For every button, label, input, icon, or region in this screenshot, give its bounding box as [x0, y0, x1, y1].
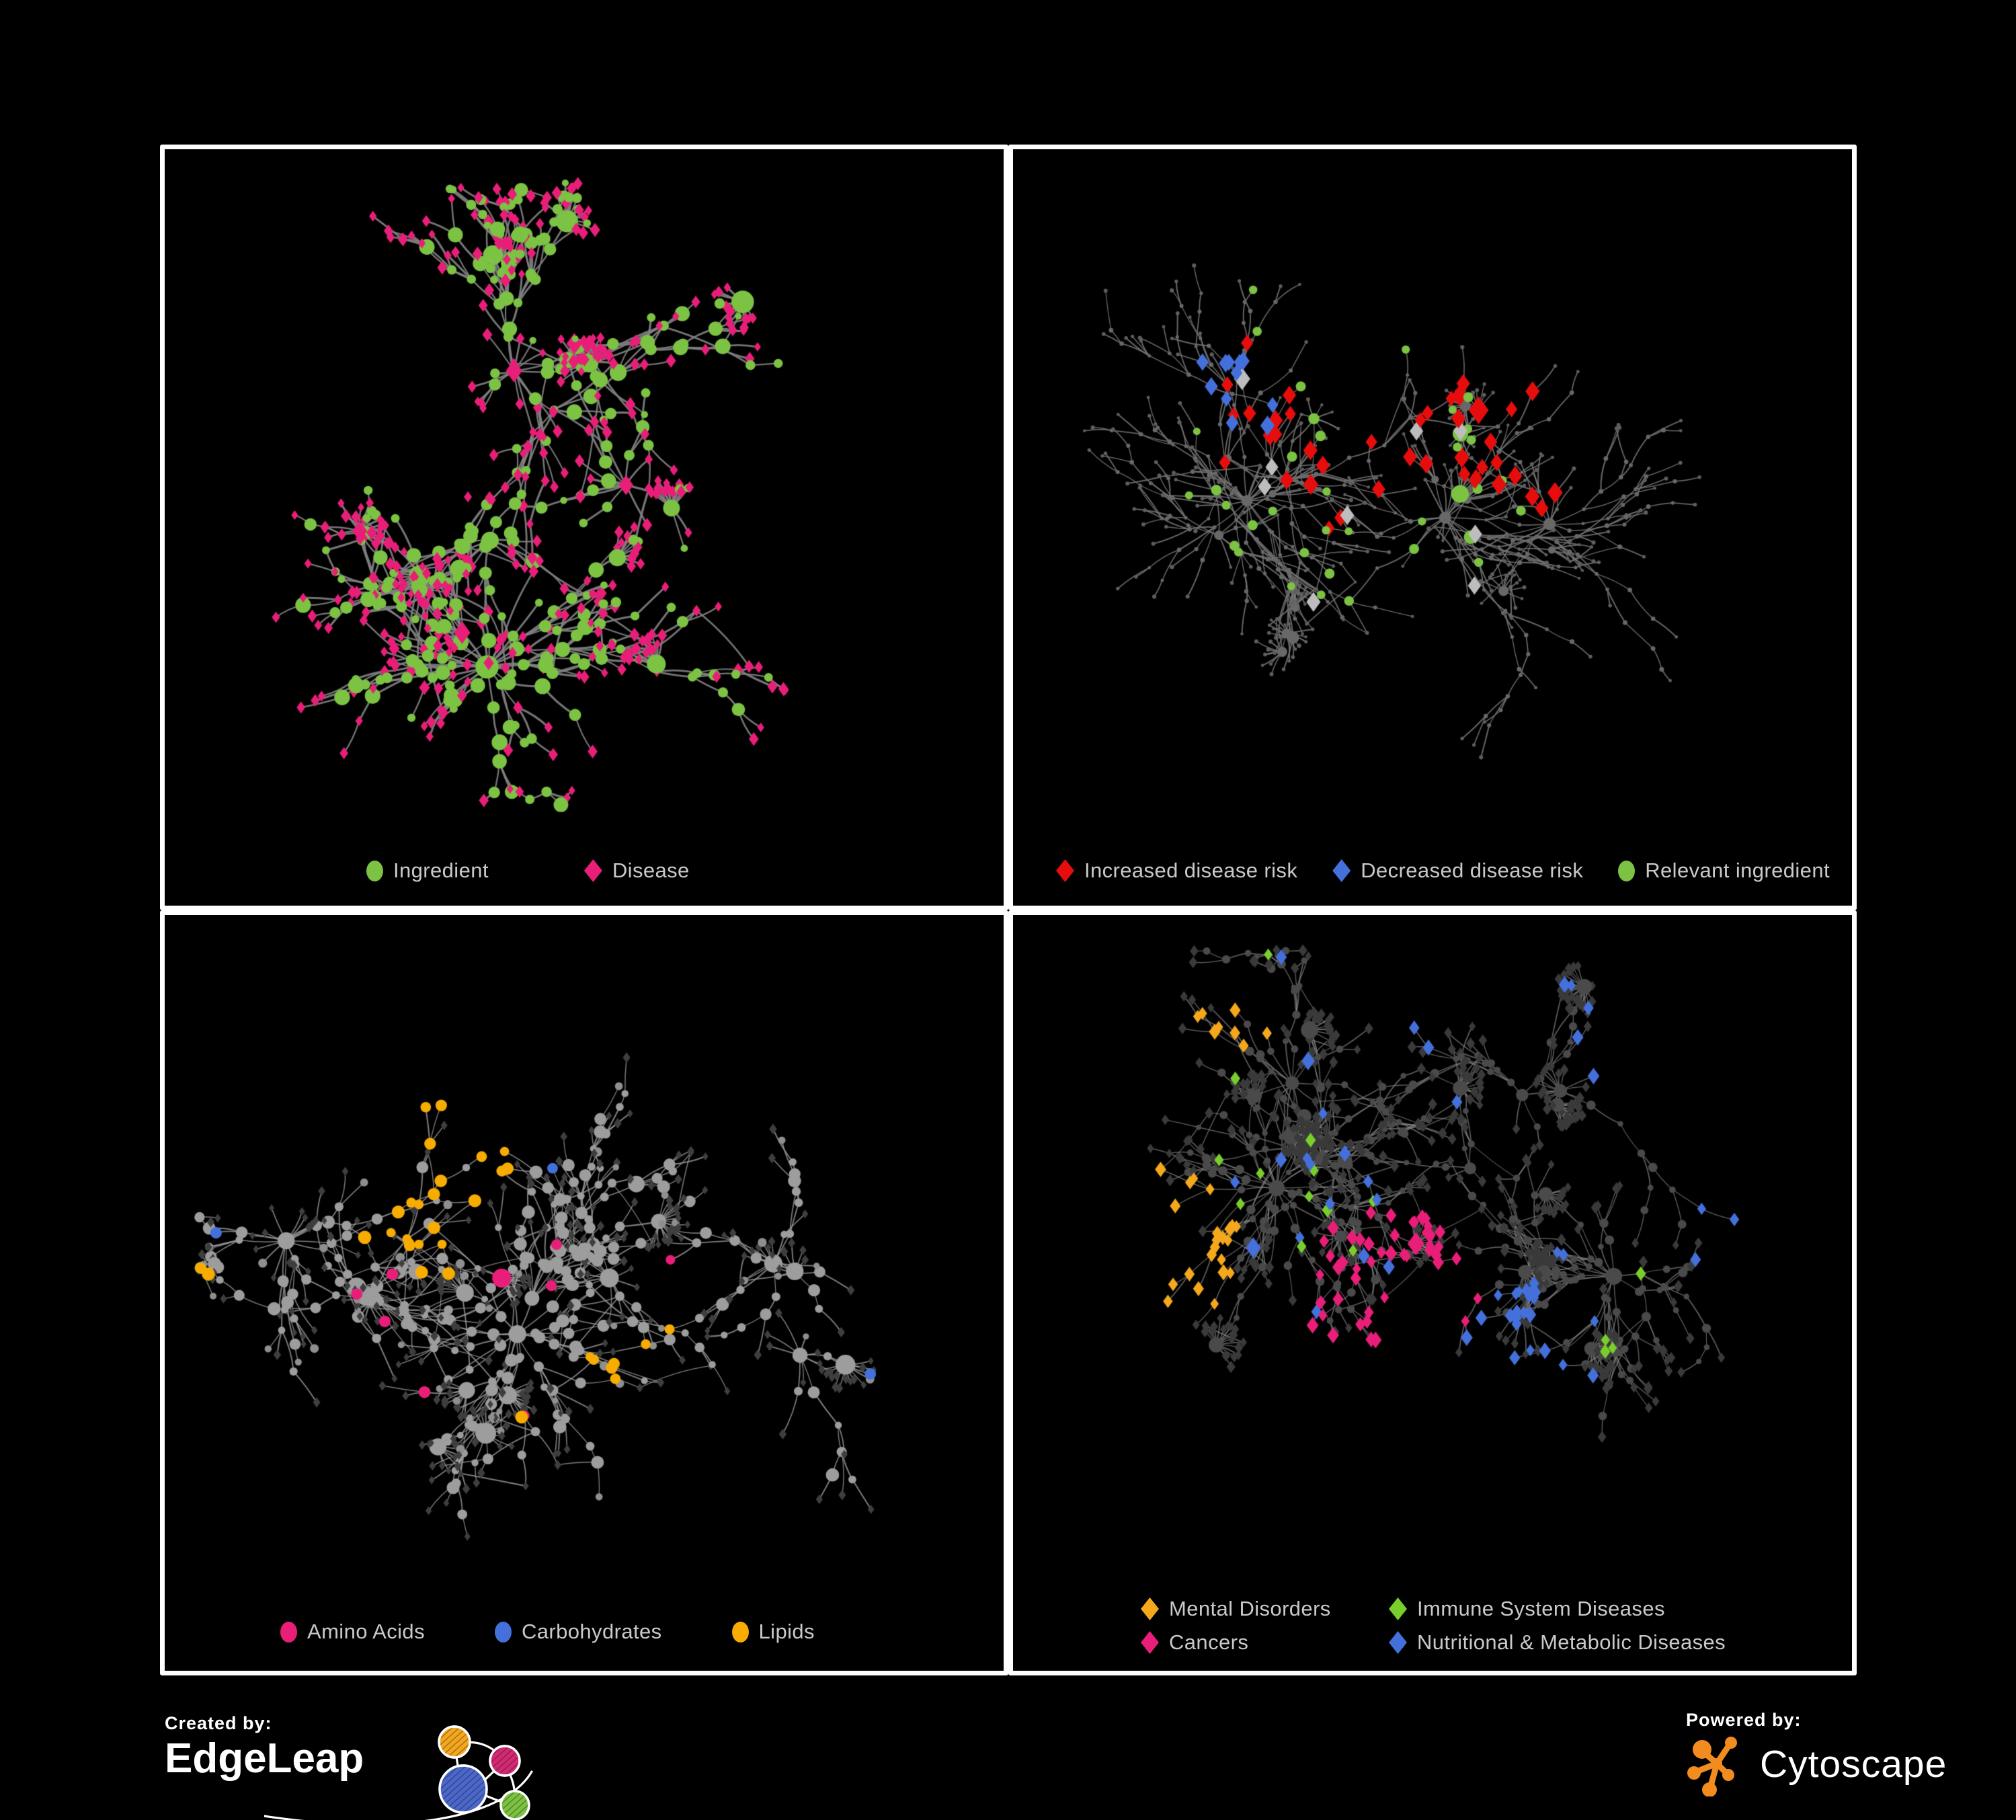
- legend-disease-risk: Increased disease risk Decreased disease…: [1056, 859, 1830, 883]
- edgeleap-branding: Created by: EdgeLeap: [165, 1713, 533, 1820]
- legend-item-mental-disorders: Mental Disorders: [1141, 1597, 1389, 1621]
- legend-item-lipids: Lipids: [731, 1620, 815, 1644]
- legend-label-disease: Disease: [612, 859, 690, 882]
- legend-item-amino-acids: Amino Acids: [280, 1620, 425, 1644]
- legend-item-relevant-ingredient: Relevant ingredient: [1618, 859, 1830, 883]
- legend-item-nutritional-metabolic: Nutritional & Metabolic Diseases: [1389, 1630, 1726, 1655]
- cancers-diamond-icon: [1141, 1631, 1159, 1654]
- legend-item-cancers: Cancers: [1141, 1630, 1389, 1655]
- legend-disease-classes: Mental Disorders Immune System Diseases …: [1141, 1597, 1726, 1655]
- cytoscape-wordmark: Cytoscape: [1760, 1743, 1947, 1786]
- network-canvas-ingredient-disease: [165, 149, 1004, 906]
- panel-macronutrients: Amino Acids Carbohydrates Lipids: [160, 910, 1008, 1675]
- relevant-ingredient-circle-icon: [1618, 860, 1636, 881]
- ingredient-circle-icon: [366, 860, 383, 881]
- legend-label-decreased-risk: Decreased disease risk: [1361, 859, 1584, 882]
- legend-macronutrients: Amino Acids Carbohydrates Lipids: [280, 1620, 815, 1644]
- created-by-label: Created by:: [165, 1713, 272, 1733]
- panel-ingredient-disease: Ingredient Disease: [160, 145, 1008, 910]
- legend-item-carbohydrates: Carbohydrates: [494, 1620, 662, 1644]
- cytoscape-icon: [1687, 1737, 1737, 1796]
- legend-item-disease: Disease: [583, 859, 690, 883]
- legend-label-ingredient: Ingredient: [393, 859, 489, 882]
- carbohydrates-circle-icon: [494, 1621, 512, 1643]
- powered-by-label: Powered by:: [1686, 1710, 1802, 1730]
- legend-label-relevant-ingredient: Relevant ingredient: [1645, 859, 1830, 882]
- panel-grid: Ingredient Disease Increased disease ris…: [160, 145, 1857, 1675]
- nutritional-metabolic-diamond-icon: [1389, 1631, 1407, 1654]
- legend-label-mental-disorders: Mental Disorders: [1169, 1597, 1331, 1620]
- legend-label-immune-diseases: Immune System Diseases: [1417, 1597, 1665, 1620]
- legend-item-decreased-risk: Decreased disease risk: [1332, 859, 1583, 883]
- network-canvas-disease-risk: [1013, 149, 1852, 906]
- immune-diseases-diamond-icon: [1389, 1597, 1407, 1620]
- legend-label-increased-risk: Increased disease risk: [1084, 859, 1298, 882]
- legend-label-nutritional-metabolic: Nutritional & Metabolic Diseases: [1417, 1630, 1726, 1654]
- amino-acids-circle-icon: [280, 1621, 297, 1643]
- mental-disorders-diamond-icon: [1141, 1597, 1159, 1620]
- edgeleap-wordmark: EdgeLeap: [165, 1735, 364, 1782]
- legend-item-immune-diseases: Immune System Diseases: [1389, 1597, 1726, 1621]
- legend-label-cancers: Cancers: [1169, 1630, 1249, 1654]
- cytoscape-branding: Powered by: Cytosc: [1686, 1710, 1947, 1796]
- legend-item-increased-risk: Increased disease risk: [1056, 859, 1297, 883]
- disease-diamond-icon: [583, 859, 602, 882]
- network-canvas-macronutrients: [165, 915, 1004, 1671]
- legend-label-amino-acids: Amino Acids: [307, 1620, 425, 1643]
- legend-ingredient-disease: Ingredient Disease: [366, 859, 690, 883]
- lipids-circle-icon: [731, 1621, 749, 1643]
- legend-label-carbohydrates: Carbohydrates: [521, 1620, 662, 1643]
- decreased-risk-diamond-icon: [1332, 859, 1351, 882]
- panel-disease-classes: Mental Disorders Immune System Diseases …: [1008, 910, 1857, 1675]
- panel-disease-risk: Increased disease risk Decreased disease…: [1008, 145, 1857, 910]
- legend-item-ingredient: Ingredient: [366, 859, 489, 883]
- legend-label-lipids: Lipids: [758, 1620, 815, 1643]
- increased-risk-diamond-icon: [1056, 859, 1074, 882]
- network-canvas-disease-classes: [1013, 915, 1852, 1671]
